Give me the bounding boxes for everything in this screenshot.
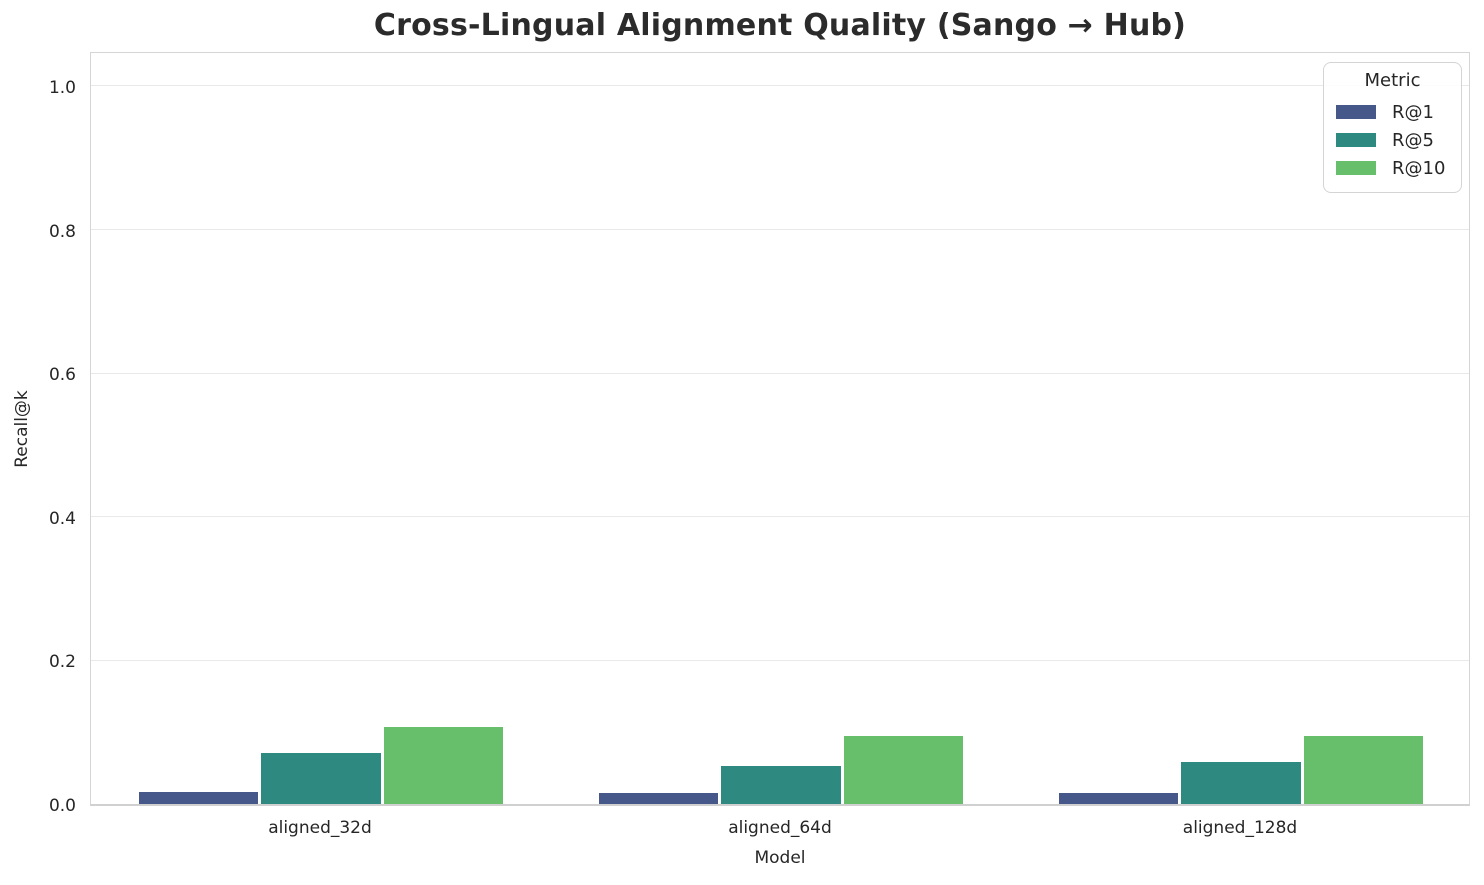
legend-title: Metric [1364,70,1421,91]
chart-title: Cross-Lingual Alignment Quality (Sango →… [373,8,1187,43]
y-tick-0.0: 0.0 [48,796,76,816]
legend-item-r10: R@10 [1334,154,1451,182]
legend-swatch-r10 [1336,161,1376,175]
bar-aligned_32d-R@5 [261,753,381,804]
bar-aligned_32d-R@10 [383,727,504,804]
x-tick-aligned_128d: aligned_128d [1182,818,1298,838]
x-axis-label: Model [754,848,806,868]
y-tick-0.6: 0.6 [48,365,76,386]
legend-label-r10: R@10 [1392,157,1446,179]
legend-label-r1: R@1 [1392,101,1434,123]
y-tick-0.4: 0.4 [48,508,76,529]
y-tick-0.8: 0.8 [48,221,76,242]
gridline-0.6 [91,372,1469,374]
bar-aligned_128d-R@10 [1303,735,1424,804]
legend-item-r1: R@1 [1334,98,1451,126]
bar-aligned_64d-R@10 [843,735,964,804]
legend-swatch-r1 [1336,105,1376,119]
legend: Metric R@1 R@5 R@10 [1323,62,1462,193]
gridline-0.8 [91,229,1469,231]
legend-swatch-r5 [1336,133,1376,147]
bar-aligned_64d-R@1 [598,792,719,804]
y-axis-label: Recall@k [12,390,32,468]
gridline-1.0 [91,85,1469,87]
bar-aligned_32d-R@1 [138,791,259,804]
bar-aligned_128d-R@5 [1181,762,1301,804]
bar-aligned_128d-R@1 [1058,792,1179,804]
gridline-0.4 [91,516,1469,518]
y-tick-1.0: 1.0 [48,77,76,98]
x-tick-aligned_64d: aligned_64d [728,818,832,838]
plot-area [90,52,1470,806]
x-tick-aligned_32d: aligned_32d [268,818,372,838]
gridline-0.2 [91,659,1469,661]
bar-aligned_64d-R@5 [721,765,841,804]
legend-label-r5: R@5 [1392,129,1434,151]
legend-item-r5: R@5 [1334,126,1451,154]
y-tick-0.2: 0.2 [48,652,76,673]
